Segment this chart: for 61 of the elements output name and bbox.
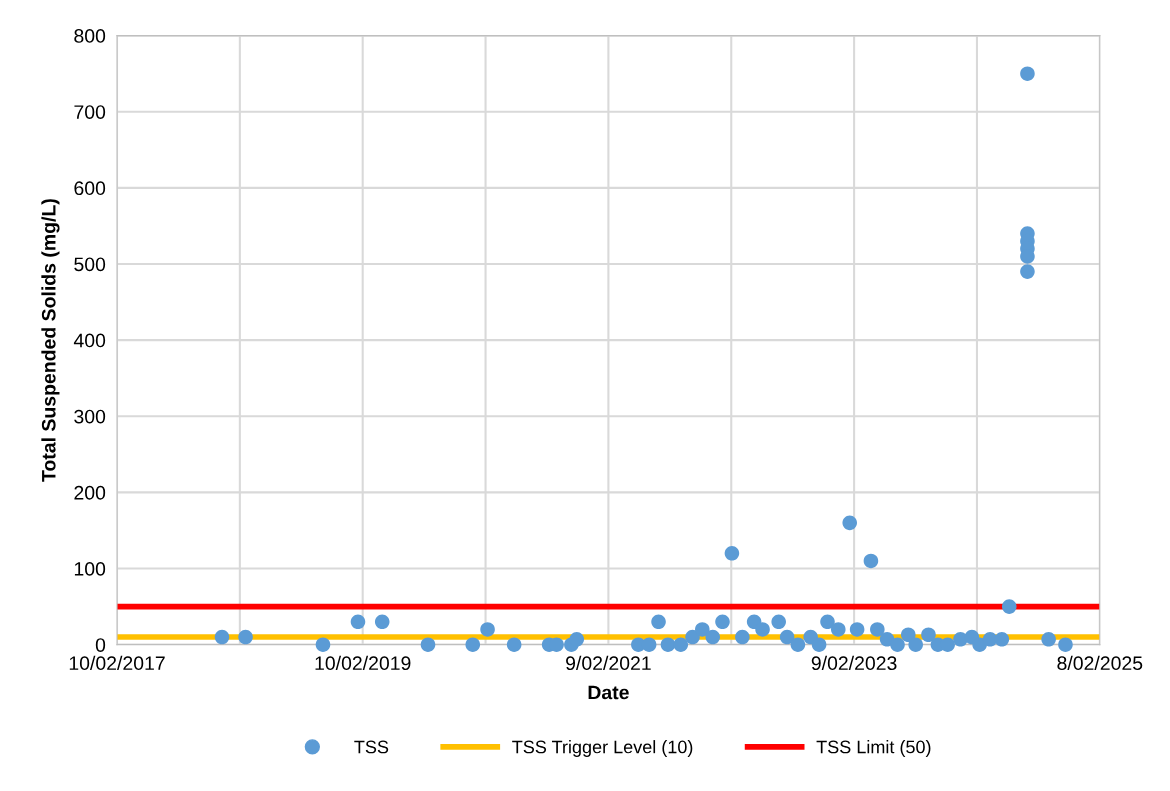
point: [715, 614, 730, 630]
point: [1058, 637, 1073, 652]
point: [820, 614, 835, 630]
point: [849, 622, 865, 637]
y-tick-label: 700: [74, 105, 106, 119]
point: [685, 629, 700, 645]
point: [660, 637, 676, 652]
point: [771, 614, 786, 630]
point: [790, 637, 806, 652]
point: [890, 637, 905, 652]
legend-label: TSS Trigger Level (10): [512, 740, 693, 757]
point: [480, 622, 495, 637]
point: [1020, 66, 1035, 81]
y-tick-label: 100: [74, 562, 106, 576]
point: [420, 637, 436, 652]
y-tick-label: 300: [74, 409, 106, 424]
point: [811, 637, 827, 652]
y-tick-label: 500: [74, 257, 106, 272]
point: [641, 637, 657, 652]
point: [901, 627, 916, 643]
y-tick-label: 600: [74, 181, 106, 196]
point: [735, 629, 750, 645]
point: [994, 632, 1010, 647]
y-axis-title: Total Suspended Solids (mg/L): [41, 199, 60, 482]
x-tick-label: 9/02/2023: [811, 655, 897, 671]
point: [1001, 599, 1017, 614]
x-tick-label: 9/02/2021: [566, 655, 651, 671]
point: [705, 629, 721, 645]
y-tick-label: 800: [74, 29, 106, 43]
point: [465, 637, 481, 652]
point: [1041, 632, 1056, 647]
point: [842, 515, 858, 531]
point: [831, 622, 846, 637]
point: [238, 629, 253, 645]
point: [673, 637, 689, 652]
point: [1020, 264, 1035, 279]
point: [374, 614, 390, 630]
point: [940, 637, 955, 652]
legend-label: TSS: [354, 740, 389, 754]
point: [695, 622, 710, 637]
point: [863, 553, 879, 569]
point: [908, 637, 923, 652]
x-axis-title: Date: [588, 685, 629, 700]
point: [506, 637, 522, 652]
x-tick-label: 10/02/2017: [69, 655, 165, 671]
y-tick-label: 0: [95, 638, 106, 652]
x-tick-label: 8/02/2025: [1057, 655, 1143, 671]
legend-label: TSS Limit (50): [816, 740, 931, 757]
point: [315, 637, 331, 652]
point: [870, 622, 885, 637]
point: [651, 614, 666, 630]
point: [350, 614, 366, 630]
point: [214, 629, 230, 645]
y-tick-label: 200: [74, 485, 106, 500]
point: [755, 622, 770, 637]
point: [724, 546, 740, 561]
y-tick-label: 400: [73, 333, 106, 348]
point: [921, 627, 936, 643]
point: [569, 632, 585, 647]
point: [779, 629, 795, 645]
x-tick-label: 10/02/2019: [315, 655, 411, 671]
